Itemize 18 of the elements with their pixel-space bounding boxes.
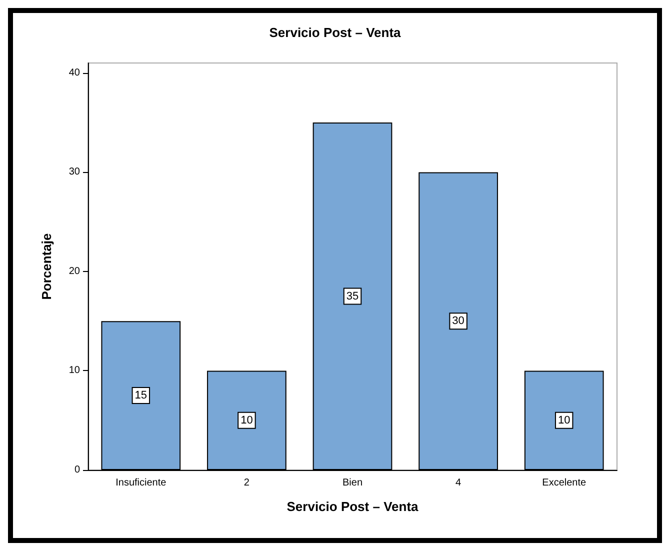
data-label: 35 [346,290,359,302]
y-tick-label: 20 [68,266,80,277]
x-axis-title: Servicio Post – Venta [286,499,420,514]
data-label: 10 [558,414,570,426]
x-tick-label: Insuficiente [116,478,167,488]
x-tick-label: 4 [456,478,462,488]
y-axis-title: Porcentaje [39,233,54,300]
chart-title: Servicio Post – Venta [269,25,402,40]
data-label: 15 [134,390,148,402]
y-tick-label: 0 [74,464,80,476]
y-tick-label: 40 [68,67,80,78]
data-label: 10 [240,414,253,426]
x-tick-label: Excelente [542,478,586,488]
y-tick-label: 30 [68,166,80,178]
data-label: 30 [452,315,464,328]
x-tick-label: Bien [342,478,363,488]
x-tick-label: 2 [244,478,250,488]
y-tick-label: 10 [68,365,80,376]
